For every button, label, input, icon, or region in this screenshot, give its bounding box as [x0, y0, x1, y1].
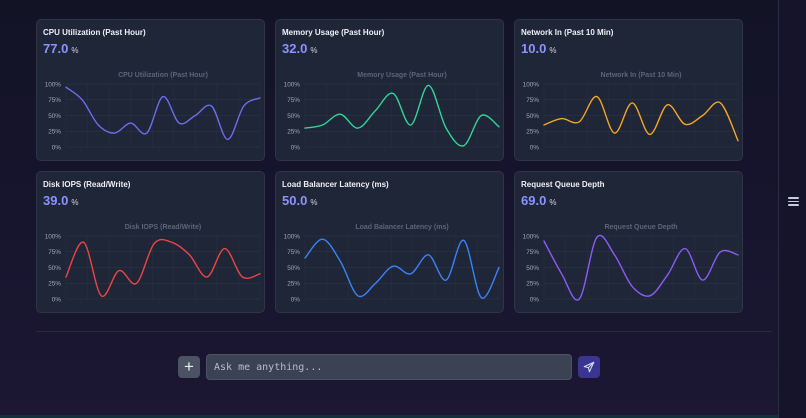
y-tick-label: 50% [287, 113, 300, 120]
y-tick-label: 25% [48, 281, 61, 288]
y-tick-label: 100% [284, 81, 301, 88]
card-unit: % [549, 198, 557, 207]
series-line [304, 84, 500, 147]
y-tick-label: 0% [52, 296, 62, 303]
line-chart: Network In (Past 10 Min) 100% 75% 50% 25% 0% [523, 72, 739, 151]
y-tick-label: 25% [48, 129, 61, 136]
series-line [65, 86, 261, 141]
divider [36, 331, 772, 332]
card-value-number: 50.0 [282, 193, 308, 208]
card-title: Disk IOPS (Read/Write) [43, 180, 131, 189]
card-value-number: 77.0 [43, 41, 69, 56]
y-tick-label: 75% [526, 249, 539, 256]
y-tick-label: 50% [526, 265, 539, 272]
chart-title: Disk IOPS (Read/Write) [125, 224, 202, 231]
card-value-number: 39.0 [43, 193, 69, 208]
y-tick-label: 0% [291, 144, 301, 151]
y-tick-label: 25% [287, 129, 300, 136]
card-unit: % [310, 46, 318, 55]
line-chart: Memory Usage (Past Hour) 100% 75% 50% 25% 0% [284, 72, 500, 151]
y-tick-label: 0% [52, 144, 62, 151]
y-tick-label: 50% [526, 113, 539, 120]
metric-card: Network In (Past 10 Min) 10.0% Network I… [514, 19, 743, 161]
bottom-border [0, 415, 778, 418]
y-tick-label: 25% [287, 281, 300, 288]
series-line [65, 238, 261, 297]
y-tick-label: 50% [48, 265, 61, 272]
y-tick-label: 75% [287, 249, 300, 256]
y-tick-label: 0% [291, 296, 301, 303]
line-chart: Disk IOPS (Read/Write) 100% 75% 50% 25% 0% [45, 224, 261, 303]
card-unit: % [549, 46, 557, 55]
card-unit: % [71, 198, 79, 207]
card-value-number: 32.0 [282, 41, 308, 56]
card-unit: % [71, 46, 79, 55]
card-title: Memory Usage (Past Hour) [282, 28, 385, 37]
series-line [543, 234, 739, 301]
y-tick-label: 100% [523, 81, 540, 88]
chat-input[interactable] [206, 354, 572, 380]
card-value: 10.0% [521, 41, 556, 56]
metric-card: Disk IOPS (Read/Write) 39.0% Disk IOPS (… [36, 171, 265, 313]
card-title: Network In (Past 10 Min) [521, 28, 614, 37]
send-icon [583, 361, 595, 373]
series-line [543, 95, 739, 142]
card-value-number: 69.0 [521, 193, 547, 208]
line-chart: Request Queue Depth 100% 75% 50% 25% 0% [523, 224, 739, 303]
y-tick-label: 25% [526, 129, 539, 136]
y-tick-label: 50% [287, 265, 300, 272]
card-title: CPU Utilization (Past Hour) [43, 28, 146, 37]
chart-title: CPU Utilization (Past Hour) [118, 72, 208, 79]
line-chart: Load Balancer Latency (ms) 100% 75% 50% 25% 0… [284, 224, 500, 303]
chart-title: Load Balancer Latency (ms) [355, 224, 448, 231]
card-value-number: 10.0 [521, 41, 547, 56]
card-value: 32.0% [282, 41, 317, 56]
send-button[interactable] [578, 356, 600, 378]
card-value: 69.0% [521, 193, 556, 208]
right-sidebar [778, 0, 806, 418]
metric-card: Memory Usage (Past Hour) 32.0% Memory Us… [275, 19, 504, 161]
series-line [304, 238, 500, 299]
y-tick-label: 75% [526, 97, 539, 104]
y-tick-label: 100% [523, 233, 540, 240]
chart-title: Network In (Past 10 Min) [601, 72, 682, 79]
card-title: Load Balancer Latency (ms) [282, 180, 389, 189]
chart-title: Memory Usage (Past Hour) [357, 72, 446, 79]
y-tick-label: 100% [45, 233, 62, 240]
y-tick-label: 75% [287, 97, 300, 104]
metric-card: Load Balancer Latency (ms) 50.0% Load Ba… [275, 171, 504, 313]
chart-title: Request Queue Depth [604, 224, 677, 231]
card-title: Request Queue Depth [521, 180, 605, 189]
card-value: 77.0% [43, 41, 78, 56]
card-value: 50.0% [282, 193, 317, 208]
card-value: 39.0% [43, 193, 78, 208]
y-tick-label: 25% [526, 281, 539, 288]
card-unit: % [310, 198, 318, 207]
y-tick-label: 75% [48, 249, 61, 256]
line-chart: CPU Utilization (Past Hour) 100% 75% 50% 25%… [45, 72, 261, 151]
metric-card: CPU Utilization (Past Hour) 77.0% CPU Ut… [36, 19, 265, 161]
y-tick-label: 75% [48, 97, 61, 104]
y-tick-label: 50% [48, 113, 61, 120]
y-tick-label: 0% [530, 296, 540, 303]
menu-icon[interactable] [788, 197, 799, 206]
metric-card: Request Queue Depth 69.0% Request Queue … [514, 171, 743, 313]
y-tick-label: 0% [530, 144, 540, 151]
y-tick-label: 100% [284, 233, 301, 240]
add-button[interactable]: + [178, 356, 200, 378]
y-tick-label: 100% [45, 81, 62, 88]
